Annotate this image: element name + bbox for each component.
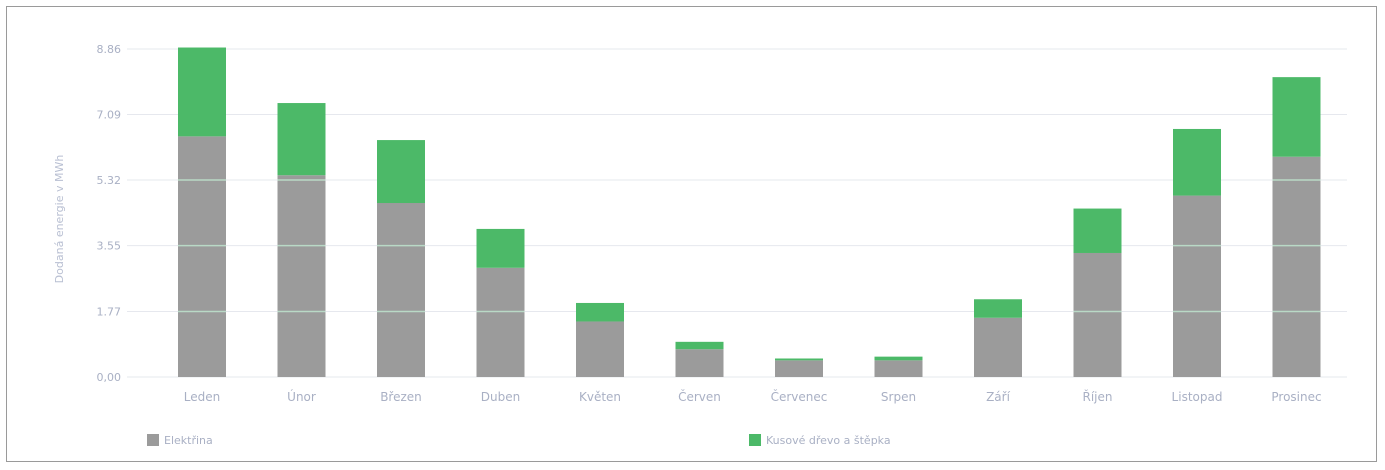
y-tick-label: 5.32 xyxy=(97,174,122,187)
bar-segment-electricity[interactable] xyxy=(675,349,724,377)
x-axis-labels: Leden Únor Březen Duben Květen Červen Červenec… xyxy=(184,389,1322,404)
bar-segment-electricity[interactable] xyxy=(874,360,923,377)
bar-segment-wood[interactable] xyxy=(1173,128,1221,196)
bar-segment-wood[interactable] xyxy=(874,356,923,361)
y-axis-ticks: 8.86 7.09 5.32 3.55 1.77 0,00 xyxy=(97,43,122,384)
bar-segment-electricity[interactable] xyxy=(476,267,525,377)
bar-segment-electricity[interactable] xyxy=(1073,252,1122,377)
legend-item-wood[interactable]: Kusové dřevo a štěpka xyxy=(749,434,891,447)
bar-segment-wood[interactable] xyxy=(775,358,823,361)
x-tick-label: Duben xyxy=(481,390,520,404)
x-tick-label: Srpen xyxy=(881,390,916,404)
bar-segment-electricity[interactable] xyxy=(178,136,226,377)
stacked-bar-chart: 8.86 7.09 5.32 3.55 1.77 0,00 Dodaná energie … xyxy=(53,43,1347,447)
y-tick-label: 1.77 xyxy=(97,305,122,318)
bar-segment-wood[interactable] xyxy=(377,140,425,204)
x-tick-label: Květen xyxy=(579,390,621,404)
bar-segment-electricity[interactable] xyxy=(1272,156,1321,377)
y-tick-label: 7.09 xyxy=(97,109,122,122)
legend: Elektřina Kusové dřevo a štěpka xyxy=(147,434,891,447)
y-tick-label: 0,00 xyxy=(97,371,122,384)
bar-segment-electricity[interactable] xyxy=(1173,195,1221,377)
x-tick-label: Říjen xyxy=(1083,389,1113,404)
x-tick-label: Leden xyxy=(184,390,220,404)
bar-segment-wood[interactable] xyxy=(576,302,624,322)
bar-segment-wood[interactable] xyxy=(277,103,326,176)
x-tick-label: Únor xyxy=(287,389,316,404)
x-tick-label: Září xyxy=(986,390,1011,404)
y-axis-label: Dodaná energie v MWh xyxy=(53,155,66,284)
x-tick-label: Březen xyxy=(380,390,422,404)
legend-label-electricity: Elektřina xyxy=(164,434,213,447)
bar-segment-wood[interactable] xyxy=(974,299,1022,318)
bar-segment-wood[interactable] xyxy=(178,47,226,137)
chart-frame: 8.86 7.09 5.32 3.55 1.77 0,00 Dodaná energie … xyxy=(6,6,1377,462)
gridlines xyxy=(127,48,1347,378)
bar-segment-wood[interactable] xyxy=(476,228,525,268)
bar-segment-electricity[interactable] xyxy=(377,203,425,377)
bar-segment-electricity[interactable] xyxy=(974,317,1022,377)
legend-swatch-electricity xyxy=(147,434,159,446)
bars xyxy=(178,47,1321,377)
x-tick-label: Prosinec xyxy=(1271,390,1321,404)
legend-swatch-wood xyxy=(749,434,761,446)
y-tick-label: 8.86 xyxy=(97,43,122,56)
y-tick-label: 3.55 xyxy=(97,240,122,253)
bar-segment-electricity[interactable] xyxy=(775,360,823,377)
bar-segment-wood[interactable] xyxy=(1272,77,1321,157)
x-tick-label: Červenec xyxy=(771,389,828,404)
bar-segment-wood[interactable] xyxy=(675,341,724,350)
x-tick-label: Listopad xyxy=(1172,390,1223,404)
legend-item-electricity[interactable]: Elektřina xyxy=(147,434,213,447)
bar-segment-wood[interactable] xyxy=(1073,208,1122,253)
bar-segment-electricity[interactable] xyxy=(576,321,624,377)
bar-segment-electricity[interactable] xyxy=(277,175,326,377)
x-tick-label: Červen xyxy=(678,389,721,404)
legend-label-wood: Kusové dřevo a štěpka xyxy=(766,434,891,447)
